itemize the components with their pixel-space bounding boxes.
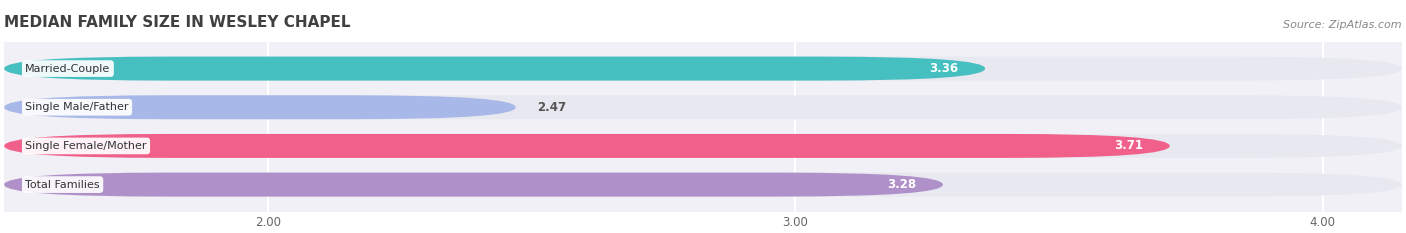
Text: Total Families: Total Families bbox=[25, 180, 100, 190]
Text: 3.36: 3.36 bbox=[929, 62, 959, 75]
Text: Married-Couple: Married-Couple bbox=[25, 64, 111, 74]
FancyBboxPatch shape bbox=[4, 57, 986, 81]
Text: 3.71: 3.71 bbox=[1115, 139, 1143, 152]
FancyBboxPatch shape bbox=[4, 57, 1402, 81]
Text: MEDIAN FAMILY SIZE IN WESLEY CHAPEL: MEDIAN FAMILY SIZE IN WESLEY CHAPEL bbox=[4, 15, 350, 30]
Text: 2.47: 2.47 bbox=[537, 101, 567, 114]
Text: Source: ZipAtlas.com: Source: ZipAtlas.com bbox=[1284, 20, 1402, 30]
FancyBboxPatch shape bbox=[4, 95, 516, 119]
FancyBboxPatch shape bbox=[4, 134, 1170, 158]
FancyBboxPatch shape bbox=[4, 95, 1402, 119]
FancyBboxPatch shape bbox=[4, 134, 1402, 158]
Text: Single Female/Mother: Single Female/Mother bbox=[25, 141, 146, 151]
Text: Single Male/Father: Single Male/Father bbox=[25, 102, 129, 112]
Text: 3.28: 3.28 bbox=[887, 178, 917, 191]
FancyBboxPatch shape bbox=[4, 173, 1402, 197]
FancyBboxPatch shape bbox=[4, 173, 943, 197]
